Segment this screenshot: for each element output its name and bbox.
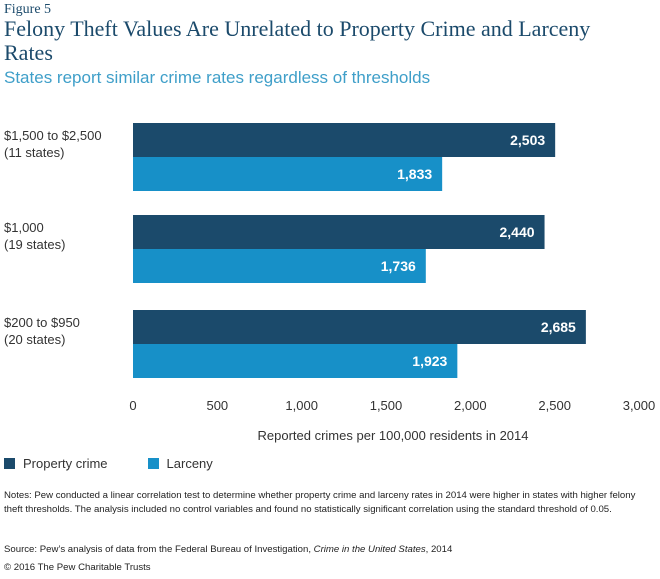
x-tick-label: 2,000	[454, 398, 487, 413]
legend: Property crime Larceny	[4, 456, 253, 471]
source-publication: Crime in the United States	[313, 544, 426, 555]
bar-chart: $1,500 to $2,500 (11 states) 2,503 1,833 $1,…	[4, 123, 656, 443]
category-sublabel: (20 states)	[4, 332, 65, 347]
figure-label: Figure 5	[4, 2, 52, 17]
bar-larceny	[133, 344, 458, 378]
x-tick-label: 2,500	[538, 398, 571, 413]
data-label: 1,833	[397, 166, 432, 182]
copyright-text: © 2016 The Pew Charitable Trusts	[4, 562, 151, 573]
legend-swatch-property-crime	[4, 458, 15, 469]
category-label: $1,000	[4, 220, 44, 235]
chart-title: Felony Theft Values Are Unrelated to Pro…	[4, 16, 591, 65]
legend-swatch-larceny	[147, 458, 159, 469]
x-tick-label: 500	[206, 398, 228, 413]
category-sublabel: (11 states)	[4, 145, 64, 160]
bar-larceny	[133, 249, 426, 283]
notes-text: Notes: Pew conducted a linear correlatio…	[4, 490, 636, 515]
bar-larceny	[133, 157, 443, 191]
legend-item-property-crime: Property crime	[4, 456, 108, 471]
data-label: 2,440	[499, 224, 534, 240]
category-label: $200 to $950	[4, 315, 80, 330]
data-label: 2,685	[541, 319, 576, 335]
x-tick-label: 1,500	[370, 398, 403, 413]
category-sublabel: (19 states)	[4, 237, 65, 252]
source-prefix: Source: Pew’s analysis of data from the …	[4, 544, 314, 555]
x-axis-label: Reported crimes per 100,000 residents in…	[258, 428, 529, 443]
data-label: 1,923	[412, 353, 447, 369]
bar-property-crime	[133, 215, 545, 249]
legend-item-larceny: Larceny	[147, 456, 213, 471]
x-tick-label: 1,000	[285, 398, 318, 413]
data-label: 1,736	[381, 258, 416, 274]
data-label: 2,503	[510, 132, 545, 148]
chart-subtitle: States report similar crime rates regard…	[4, 68, 431, 87]
x-tick-label: 3,000	[623, 398, 656, 413]
source-text: Source: Pew’s analysis of data from the …	[4, 544, 654, 555]
source-suffix: , 2014	[425, 544, 453, 555]
x-tick-label: 0	[129, 398, 136, 413]
category-label: $1,500 to $2,500	[4, 128, 102, 143]
legend-label-property-crime: Property crime	[23, 456, 108, 471]
bar-property-crime	[133, 310, 586, 344]
bar-property-crime	[133, 123, 556, 157]
legend-label-larceny: Larceny	[166, 456, 213, 471]
